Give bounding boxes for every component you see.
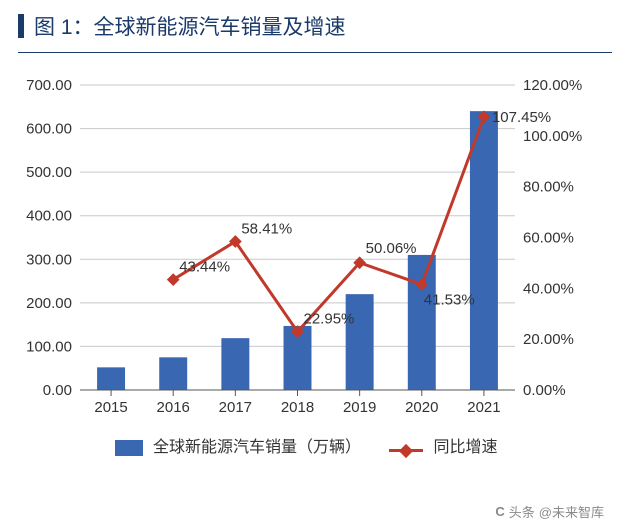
title-main: 全球新能源汽车销量及增速 [94,16,346,39]
title-row: 图 1：全球新能源汽车销量及增速 [0,0,612,52]
chart-area: 0.00 100.00 200.00 300.00 400.00 500.00 600.00… [10,75,602,425]
bar [97,367,125,390]
legend-item-line: 同比增速 [389,433,497,457]
title-prefix: 图 1： [34,16,94,39]
x-tick-label: 2021 [467,399,500,416]
line-value-label: 41.53% [424,291,475,308]
line-value-label: 107.45% [492,109,551,126]
title-separator [18,52,612,53]
x-tick-label: 2017 [219,399,252,416]
watermark-logo-icon: C [495,504,504,519]
line-value-label: 43.44% [179,259,230,276]
x-tick-label: 2018 [281,399,314,416]
y-right-tick-label: 20.00% [523,331,574,348]
figure-inner: 图 1：全球新能源汽车销量及增速 0.00 100.00 200.00 300.00 4… [0,0,612,525]
bar [408,255,436,390]
watermark-prefix: 头条 [509,502,535,521]
legend-line-label: 同比增速 [433,439,497,456]
x-tick-label: 2016 [157,399,190,416]
y-right-tick-label: 80.00% [523,179,574,196]
legend-diamond-icon [399,443,413,457]
y-left-tick-label: 100.00 [26,338,72,355]
y-left-tick-label: 600.00 [26,121,72,138]
legend-bar-label: 全球新能源汽车销量（万辆） [153,439,361,456]
y-left-tick-label: 200.00 [26,295,72,312]
y-left-tick-label: 0.00 [43,382,72,399]
y-left-tick-label: 500.00 [26,164,72,181]
line-value-label: 50.06% [366,240,417,257]
watermark: C 头条 @未来智库 [495,502,604,521]
title-accent-bar [18,14,24,38]
x-tick-label: 2019 [343,399,376,416]
line-value-label: 22.95% [304,311,355,328]
legend-line-marker [389,446,423,456]
x-tick-label: 2020 [405,399,438,416]
watermark-text: @未来智库 [539,502,604,521]
legend-bar-swatch [115,440,143,456]
x-tick-label: 2015 [94,399,127,416]
legend: 全球新能源汽车销量（万辆） 同比增速 [0,433,612,457]
bar [346,294,374,390]
bar [221,338,249,390]
y-left-tick-label: 400.00 [26,208,72,225]
y-left-tick-label: 700.00 [26,77,72,94]
y-right-tick-label: 0.00% [523,382,566,399]
y-left-tick-label: 300.00 [26,251,72,268]
line-value-label: 58.41% [241,221,292,238]
y-right-tick-label: 60.00% [523,230,574,247]
chart-svg: 0.00 100.00 200.00 300.00 400.00 500.00 600.00… [10,75,595,425]
y-right-tick-label: 100.00% [523,128,582,145]
bar [470,111,498,390]
figure-frame: 图 1：全球新能源汽车销量及增速 0.00 100.00 200.00 300.00 4… [0,0,640,525]
chart-title: 图 1：全球新能源汽车销量及增速 [34,11,346,41]
y-right-tick-label: 40.00% [523,280,574,297]
y-right-tick-label: 120.00% [523,77,582,94]
bar [159,357,187,390]
legend-item-bar: 全球新能源汽车销量（万辆） [115,433,361,457]
